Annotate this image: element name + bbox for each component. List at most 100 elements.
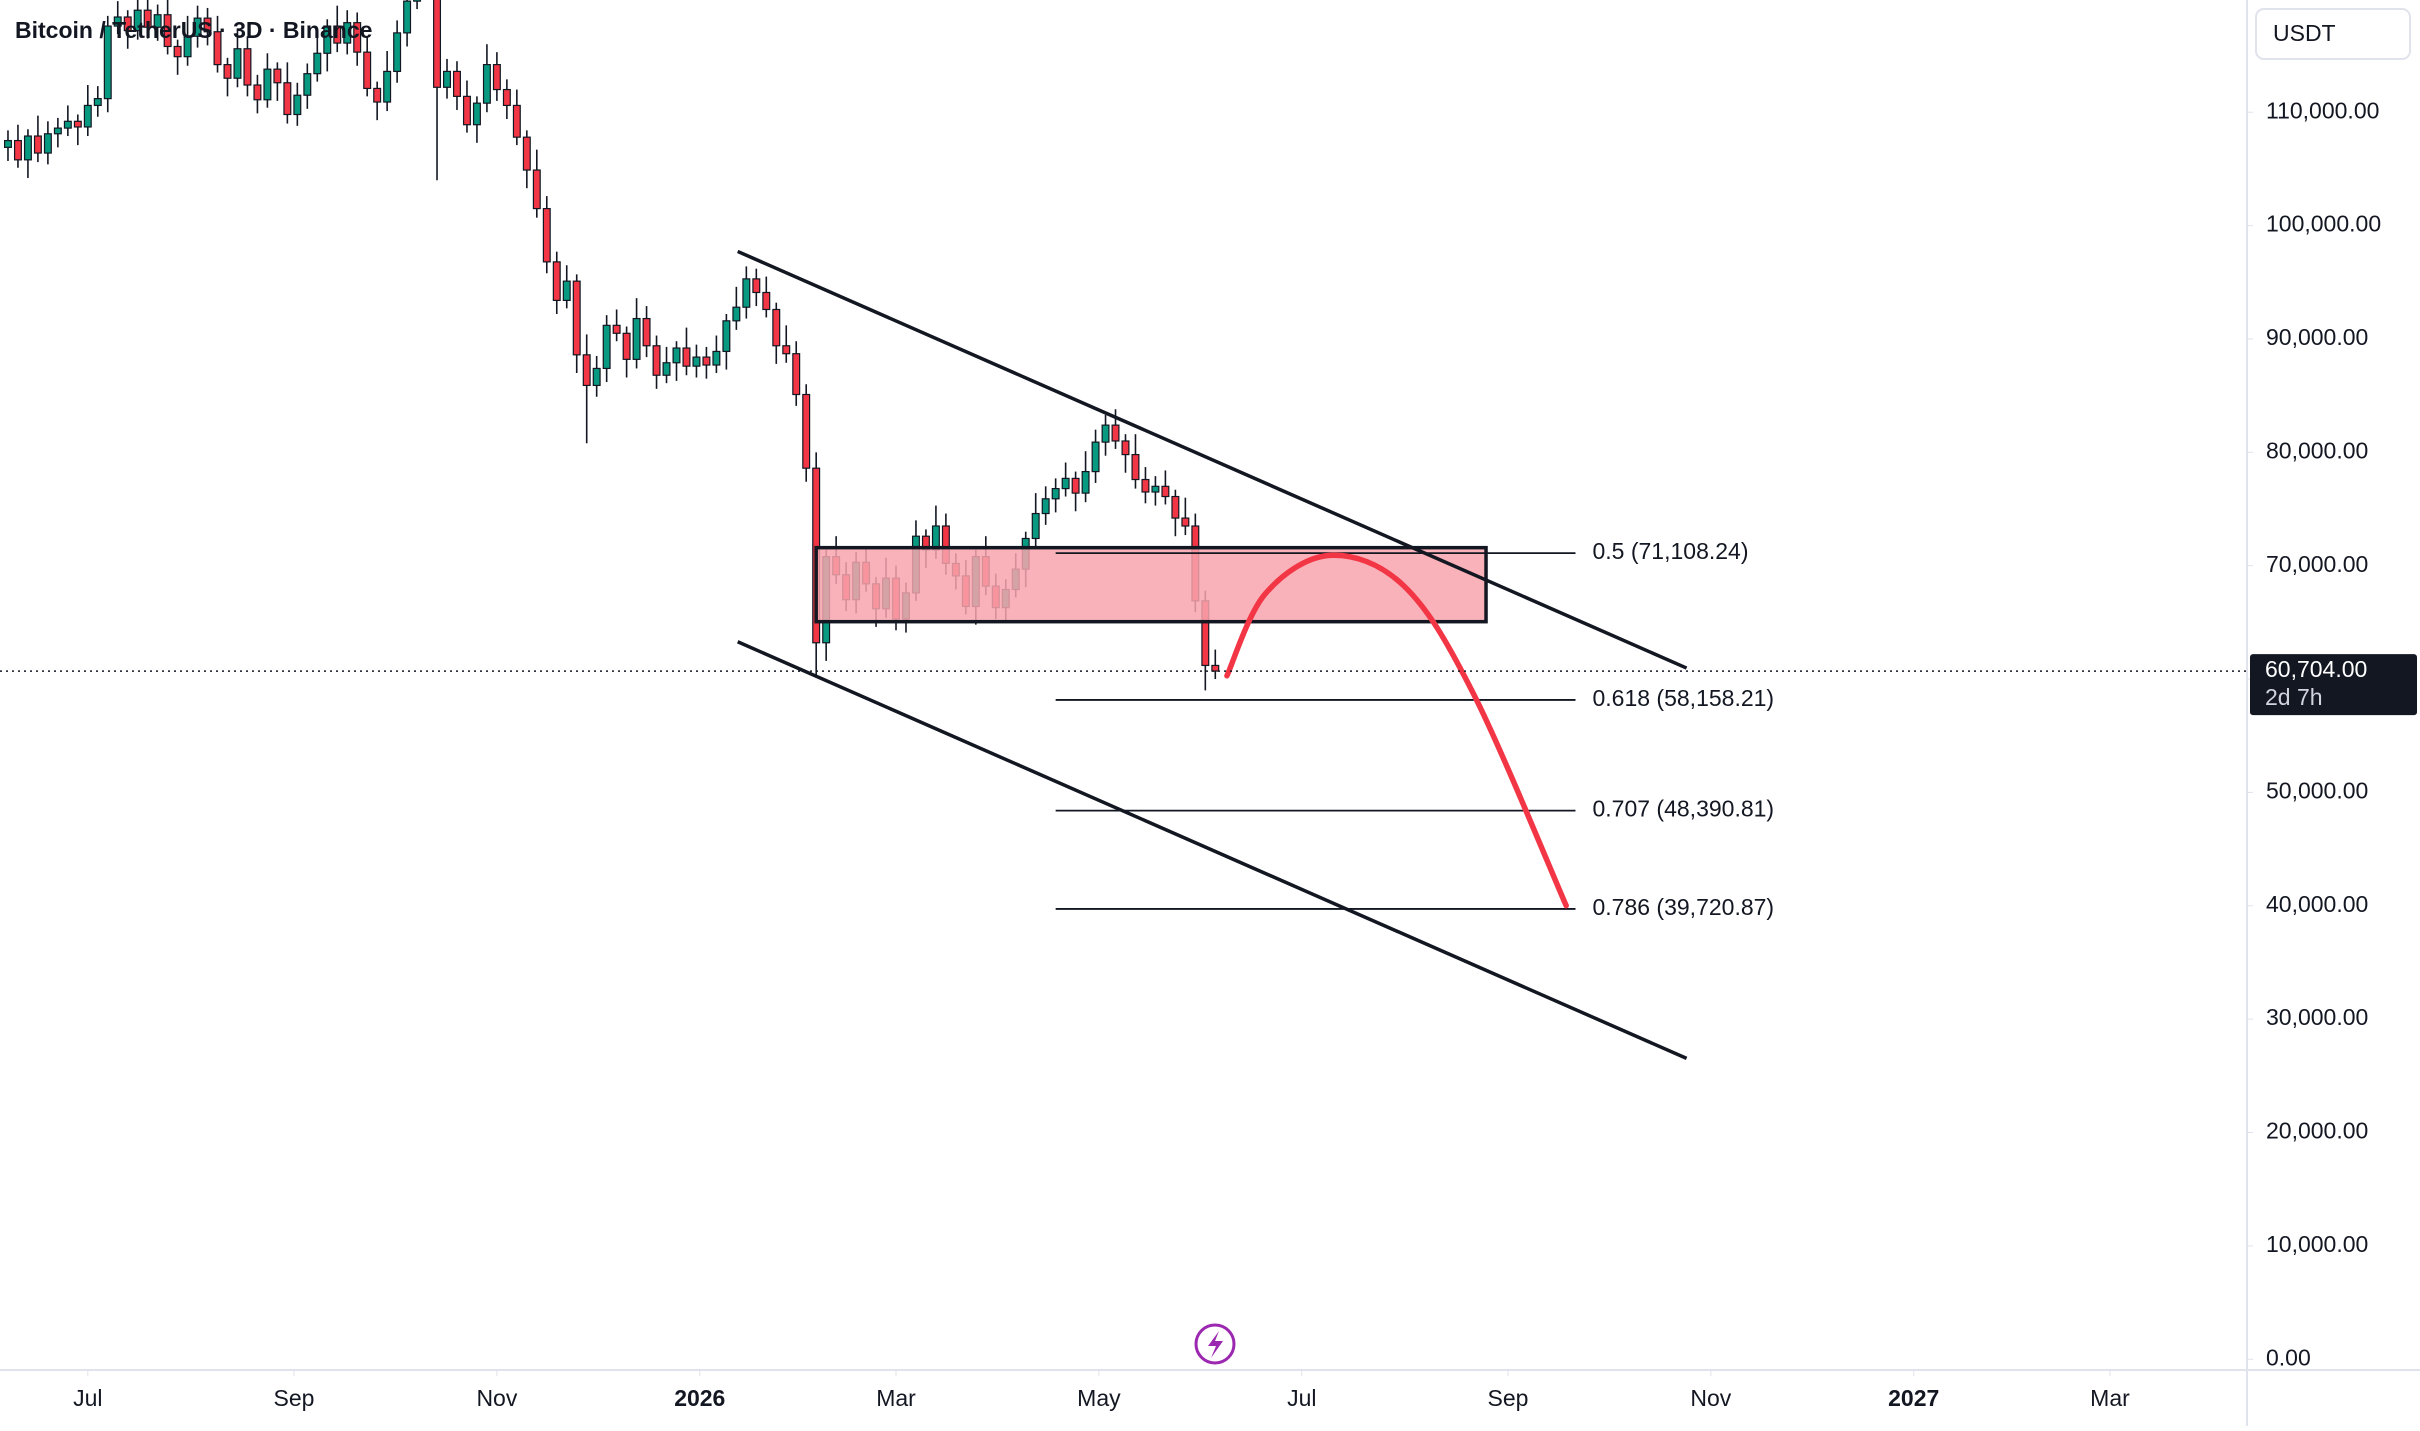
candle-body bbox=[133, 9, 142, 32]
candle-body bbox=[1051, 487, 1060, 500]
candle-body bbox=[1131, 453, 1140, 481]
candle-body bbox=[722, 320, 731, 353]
candle-body bbox=[123, 16, 132, 32]
candle-body bbox=[1121, 440, 1130, 456]
candle-body bbox=[113, 16, 122, 27]
y-tick-label: 30,000.00 bbox=[2266, 1004, 2368, 1030]
y-tick-label: 90,000.00 bbox=[2266, 324, 2368, 350]
candle-body bbox=[782, 345, 791, 355]
candle-body bbox=[502, 88, 511, 107]
candle-body bbox=[433, 0, 442, 88]
y-tick-label: 50,000.00 bbox=[2266, 777, 2368, 803]
candle-body bbox=[652, 345, 661, 376]
candle-body bbox=[512, 104, 521, 138]
x-tick-label: Sep bbox=[1488, 1385, 1529, 1411]
y-tick-label: 20,000.00 bbox=[2266, 1118, 2368, 1144]
candle-body bbox=[53, 127, 62, 135]
candle-body bbox=[1061, 477, 1070, 490]
candle-body bbox=[1101, 424, 1110, 443]
candle-body bbox=[792, 353, 801, 396]
candle-body bbox=[572, 280, 581, 356]
candle-body bbox=[552, 261, 561, 302]
x-tick-label: Nov bbox=[1690, 1385, 1731, 1411]
candle-body bbox=[452, 70, 461, 97]
trendline bbox=[736, 640, 1688, 1060]
candle-body bbox=[243, 48, 252, 86]
candle-body bbox=[712, 350, 721, 366]
candle-body bbox=[772, 308, 781, 347]
candle-body bbox=[13, 139, 22, 161]
candle-body bbox=[443, 70, 451, 88]
x-tick-label: Mar bbox=[876, 1385, 916, 1411]
candle-body bbox=[33, 135, 42, 154]
candle-body bbox=[363, 51, 372, 90]
candle-body bbox=[1171, 495, 1180, 519]
candle-body bbox=[1081, 470, 1090, 494]
x-tick-label: Jul bbox=[1287, 1385, 1316, 1411]
fib-label: 0.786 (39,720.87) bbox=[1592, 894, 1774, 920]
candle-body bbox=[472, 102, 481, 126]
candle-body bbox=[742, 278, 751, 308]
candle-body bbox=[662, 362, 671, 376]
candle-body bbox=[592, 367, 601, 387]
zone bbox=[814, 545, 1488, 624]
lightning bbox=[1208, 1331, 1223, 1358]
countdown: 2d 7h bbox=[2265, 684, 2323, 710]
projection-curve bbox=[1224, 552, 1569, 909]
candle-body bbox=[1141, 478, 1150, 493]
candle-body bbox=[323, 25, 332, 54]
candle-body bbox=[1161, 485, 1170, 498]
candle-body bbox=[223, 64, 232, 79]
candle-body bbox=[612, 324, 621, 334]
trendline bbox=[736, 249, 1688, 670]
candle-body bbox=[752, 278, 761, 294]
currency-box[interactable] bbox=[2255, 8, 2411, 60]
candle-body bbox=[273, 68, 282, 84]
candle-body bbox=[213, 31, 222, 66]
candle-body bbox=[393, 32, 402, 73]
candle-body bbox=[333, 25, 342, 44]
y-tick-label: 110,000.00 bbox=[2266, 97, 2379, 123]
candle-body bbox=[73, 120, 82, 128]
candle-body bbox=[802, 393, 811, 469]
candle-body bbox=[1091, 441, 1100, 473]
candle-body bbox=[642, 317, 651, 347]
y-tick-label: 0.00 bbox=[2266, 1344, 2311, 1370]
x-tick-label: May bbox=[1077, 1385, 1121, 1411]
candle-body bbox=[1031, 512, 1040, 540]
candle-body bbox=[1111, 424, 1120, 442]
candle-body bbox=[692, 356, 701, 367]
candle-body bbox=[632, 317, 641, 360]
candle-body bbox=[1071, 477, 1080, 494]
y-tick-label: 100,000.00 bbox=[2266, 211, 2381, 237]
candle-body bbox=[403, 0, 412, 34]
candle-body bbox=[582, 354, 591, 387]
candle-body bbox=[1151, 485, 1160, 493]
candle-body bbox=[283, 82, 292, 116]
x-tick-label: Nov bbox=[476, 1385, 517, 1411]
candle-body bbox=[732, 306, 741, 322]
candle-body bbox=[602, 324, 611, 370]
y-tick-label: 70,000.00 bbox=[2266, 551, 2368, 577]
candle-body bbox=[762, 291, 771, 311]
candle-body bbox=[353, 22, 362, 53]
candle-body bbox=[313, 52, 322, 75]
x-tick-label: Sep bbox=[274, 1385, 315, 1411]
candle-body bbox=[163, 14, 172, 48]
x-tick-label: 2027 bbox=[1888, 1385, 1939, 1411]
candle-body bbox=[203, 17, 212, 33]
candle-body bbox=[1181, 517, 1190, 527]
candle-body bbox=[153, 14, 162, 28]
candle-body bbox=[373, 87, 382, 103]
candle-body bbox=[3, 139, 12, 148]
fib-label: 0.707 (48,390.81) bbox=[1592, 796, 1774, 822]
x-tick-label: Jul bbox=[73, 1385, 102, 1411]
last-price-box bbox=[2250, 654, 2417, 716]
candle-body bbox=[43, 133, 52, 154]
candle-body bbox=[462, 95, 471, 126]
candle-body bbox=[522, 136, 531, 171]
candle-body bbox=[562, 280, 571, 302]
candle-body bbox=[672, 347, 681, 364]
candle-body bbox=[183, 35, 192, 58]
